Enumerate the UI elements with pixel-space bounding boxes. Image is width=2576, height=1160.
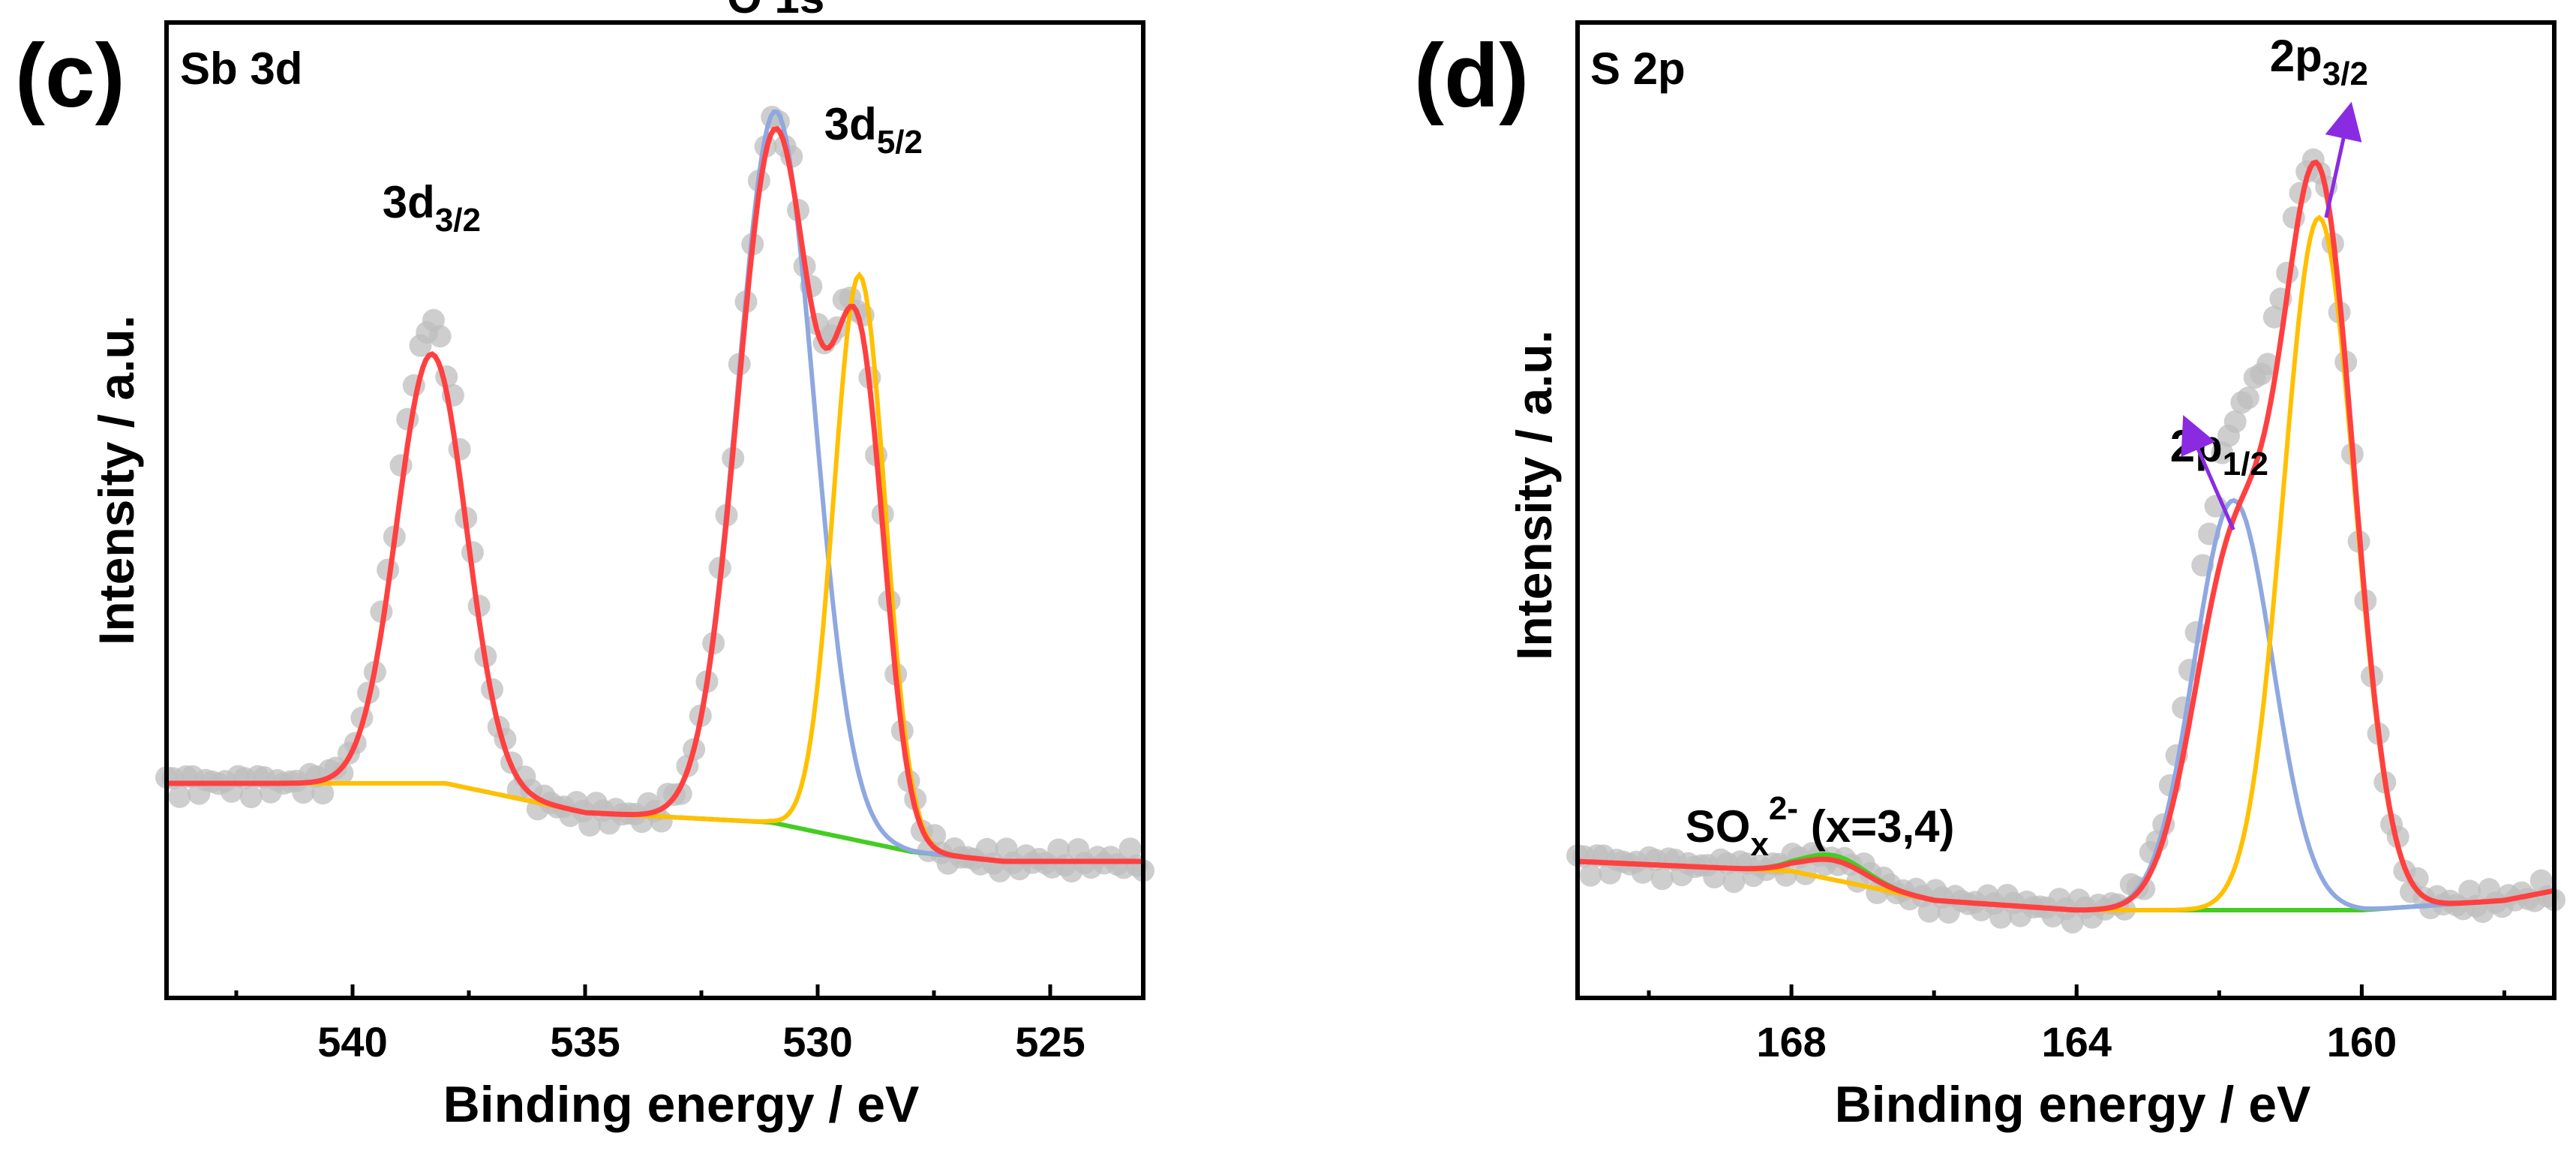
x-axis-label-d: Binding energy / eV [1835, 1076, 2311, 1133]
panel-c: (c) Sb 3d Intensity / a.u. Binding energ… [15, 0, 1154, 1133]
raw-data-point [2211, 441, 2234, 464]
plot-frame-d [1575, 20, 2556, 1000]
x-tick-label: 540 [317, 1018, 387, 1065]
raw-data-point [311, 782, 335, 805]
raw-data-point [1118, 837, 1142, 861]
raw-data-point [292, 781, 315, 804]
raw-data-point [2061, 911, 2084, 934]
peak-label-d_sox: SOx2- (x=3,4) [1686, 790, 1955, 863]
peak-label-c_3d52: 3d5/2 [824, 99, 923, 161]
envelope-curve [167, 125, 1143, 864]
x-tick-label: 535 [550, 1018, 620, 1065]
panel-d: (d) S 2p Intensity / a.u. Binding energy… [1414, 20, 2565, 1133]
panel-title-c: Sb 3d [180, 44, 302, 94]
plot-frame-c [164, 20, 1145, 1000]
x-tick-label: 168 [1756, 1018, 1826, 1065]
envelope-curve [1577, 159, 2555, 913]
raw-data-point [2237, 386, 2259, 410]
raw-data-point [2223, 410, 2247, 433]
panel-title-d: S 2p [1590, 44, 1686, 94]
y-axis-label-d: Intensity / a.u. [1506, 330, 1562, 660]
peak-label-c_o1s: O 1s [727, 0, 824, 23]
x-ticks-c: 540 535 530 525 [234, 984, 1085, 1065]
x-tick-label: 164 [2042, 1018, 2112, 1065]
peak-labels-d: 2p3/2 2p1/2 SOx2- (x=3,4) [1686, 31, 2368, 863]
curves-d [1566, 148, 2565, 934]
raw-data-points [155, 106, 1154, 883]
raw-data-point [1722, 870, 1746, 894]
raw-data-point [168, 785, 191, 808]
peak-label-d_2p12: 2p1/2 [2170, 421, 2268, 482]
peak-labels-c: 3d3/2 O 1s 3d5/2 [383, 0, 923, 239]
component-curve [167, 109, 1143, 864]
raw-data-point [1650, 867, 1674, 891]
panel-label-c: (c) [15, 26, 125, 126]
raw-data-point [239, 786, 263, 809]
x-tick-label: 525 [1015, 1018, 1085, 1065]
raw-data-point [1989, 906, 2013, 929]
y-axis-label-c: Intensity / a.u. [89, 315, 144, 645]
x-axis-label-c: Binding energy / eV [443, 1076, 920, 1133]
arrow-2p32 [2324, 101, 2362, 218]
raw-data-point [1579, 864, 1602, 887]
x-tick-label: 530 [782, 1018, 852, 1065]
raw-data-point [578, 814, 602, 837]
curves-c [155, 106, 1154, 883]
x-tick-label: 160 [2327, 1018, 2397, 1065]
raw-data-point [331, 762, 354, 785]
raw-data-point [428, 325, 452, 348]
panel-label-d: (d) [1414, 26, 1529, 126]
raw-data-point [2256, 353, 2280, 376]
raw-data-point [2262, 305, 2286, 329]
arrow-2p12 [2181, 415, 2235, 531]
peak-label-c_3d32: 3d3/2 [383, 177, 481, 239]
x-ticks-d: 168 164 160 [1647, 984, 2506, 1065]
peak-label-d_2p32: 2p3/2 [2270, 31, 2368, 92]
